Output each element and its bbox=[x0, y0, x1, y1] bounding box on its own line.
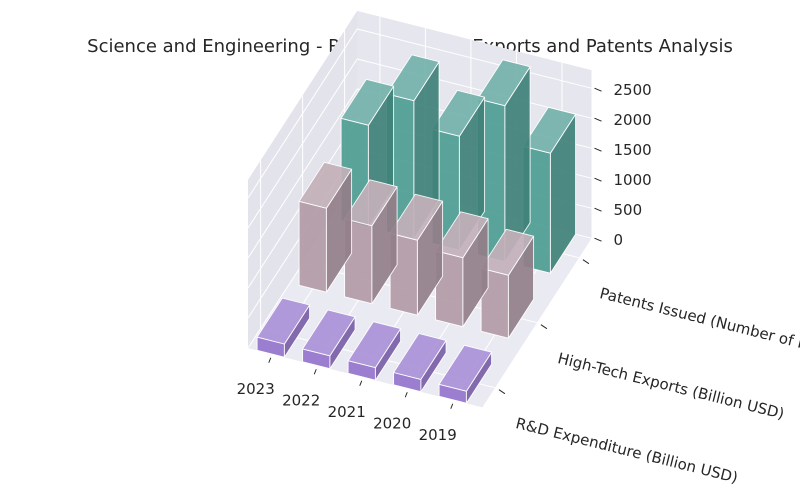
bar-face-top bbox=[435, 211, 489, 259]
z-tick-label: 2000 bbox=[614, 111, 652, 129]
x-tick-label: 2023 bbox=[237, 380, 275, 398]
z-tick-mark bbox=[594, 147, 602, 152]
x-tick-mark bbox=[313, 369, 317, 375]
bar bbox=[480, 228, 535, 339]
bar-face-top bbox=[389, 193, 444, 241]
x-tick-mark bbox=[404, 392, 408, 398]
bar bbox=[344, 179, 398, 305]
z-tick-mark bbox=[594, 117, 602, 122]
z-tick-mark bbox=[594, 177, 602, 182]
z-tick-label: 0 bbox=[614, 231, 624, 249]
x-tick-mark bbox=[450, 403, 454, 409]
bar-face-front bbox=[298, 200, 327, 293]
bar-face-top bbox=[480, 228, 535, 276]
bar bbox=[256, 297, 311, 358]
bar bbox=[347, 321, 402, 381]
bar-face-top bbox=[347, 321, 402, 369]
bar bbox=[298, 161, 353, 293]
x-tick-label: 2021 bbox=[328, 403, 366, 421]
y-tick-mark bbox=[582, 259, 590, 265]
z-tick-mark bbox=[594, 237, 602, 242]
bar-face-top bbox=[431, 89, 486, 137]
x-tick-label: 2019 bbox=[419, 426, 457, 444]
z-tick-label: 2500 bbox=[614, 81, 652, 99]
bar-face-top bbox=[477, 59, 531, 107]
bar-face-top bbox=[256, 297, 311, 345]
series-label: Patents Issued (Number of Patents) bbox=[598, 284, 800, 366]
z-tick-label: 1500 bbox=[614, 141, 652, 159]
bar bbox=[302, 309, 356, 370]
x-tick-label: 2022 bbox=[282, 391, 320, 409]
bar-face-top bbox=[522, 106, 577, 154]
bars-layer bbox=[256, 54, 577, 404]
z-tick-mark bbox=[594, 207, 602, 212]
bar-face-top bbox=[393, 333, 447, 380]
x-tick-mark bbox=[268, 357, 272, 363]
bar-face-top bbox=[298, 161, 353, 209]
bar-face-top bbox=[438, 344, 493, 392]
bar-face-top bbox=[340, 78, 395, 126]
y-tick-mark bbox=[540, 324, 548, 330]
series-label: High-Tech Exports (Billion USD) bbox=[556, 349, 786, 423]
y-tick-mark bbox=[498, 389, 506, 395]
bar-face-top bbox=[344, 179, 398, 227]
series-label: R&D Expenditure (Billion USD) bbox=[514, 414, 740, 487]
z-tick-label: 1000 bbox=[614, 171, 652, 189]
bar bbox=[393, 333, 447, 393]
bar bbox=[438, 344, 493, 404]
x-tick-label: 2020 bbox=[373, 414, 411, 432]
z-tick-label: 500 bbox=[614, 201, 643, 219]
x-tick-mark bbox=[359, 380, 363, 386]
z-tick-mark bbox=[594, 87, 602, 92]
bar-face-top bbox=[386, 54, 440, 102]
bar-face-top bbox=[302, 309, 356, 357]
